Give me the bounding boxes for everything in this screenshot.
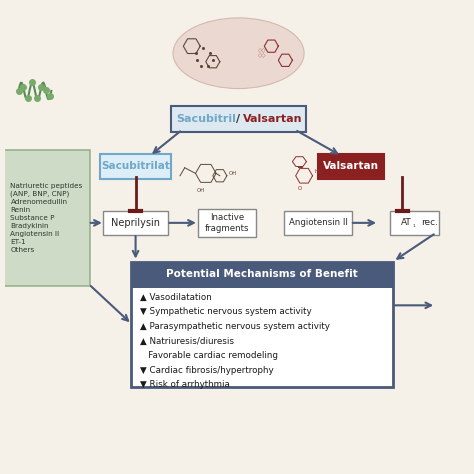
FancyBboxPatch shape (318, 154, 383, 179)
Text: ₁: ₁ (412, 222, 415, 228)
FancyBboxPatch shape (3, 150, 90, 286)
Text: AT: AT (401, 219, 412, 228)
FancyBboxPatch shape (171, 106, 306, 132)
Text: Favorable cardiac remodeling: Favorable cardiac remodeling (140, 351, 278, 360)
Text: ▼ Risk of arrhythmia: ▼ Risk of arrhythmia (140, 380, 230, 389)
Ellipse shape (173, 18, 304, 89)
FancyBboxPatch shape (390, 210, 438, 235)
Text: ◇◇
◇◇: ◇◇ ◇◇ (258, 48, 266, 59)
Text: Valsartan: Valsartan (323, 161, 379, 171)
FancyBboxPatch shape (131, 262, 393, 387)
Text: ▲ Natriuresis/diuresis: ▲ Natriuresis/diuresis (140, 337, 234, 346)
Text: rec.: rec. (420, 219, 438, 228)
Text: HO: HO (314, 169, 323, 173)
Text: ▼ Cardiac fibrosis/hypertrophy: ▼ Cardiac fibrosis/hypertrophy (140, 365, 274, 374)
Text: Inactive
fragments: Inactive fragments (205, 213, 249, 233)
Text: Natriuretic peptides
(ANP, BNP, CNP)
Adrenomedullin
Renin
Substance P
Bradykinin: Natriuretic peptides (ANP, BNP, CNP) Adr… (10, 183, 83, 254)
Text: Angiotensin II: Angiotensin II (289, 219, 347, 228)
Text: Sacubitrilat: Sacubitrilat (101, 161, 170, 171)
Text: ▲ Parasympathetic nervous system activity: ▲ Parasympathetic nervous system activit… (140, 322, 330, 331)
Text: Sacubitril: Sacubitril (176, 114, 236, 124)
FancyBboxPatch shape (284, 210, 352, 235)
Text: OH: OH (197, 188, 205, 192)
FancyBboxPatch shape (100, 154, 171, 179)
Text: ▲ Vasodilatation: ▲ Vasodilatation (140, 292, 212, 301)
Text: O: O (297, 186, 301, 191)
Text: ▼ Sympathetic nervous system activity: ▼ Sympathetic nervous system activity (140, 307, 312, 316)
Text: Valsartan: Valsartan (243, 114, 303, 124)
Text: /: / (236, 114, 240, 124)
FancyBboxPatch shape (198, 209, 256, 237)
Text: Neprilysin: Neprilysin (111, 218, 160, 228)
FancyBboxPatch shape (103, 210, 168, 235)
FancyBboxPatch shape (131, 262, 393, 288)
Text: OH: OH (229, 171, 237, 176)
Text: Potential Mechanisms of Benefit: Potential Mechanisms of Benefit (166, 269, 358, 280)
